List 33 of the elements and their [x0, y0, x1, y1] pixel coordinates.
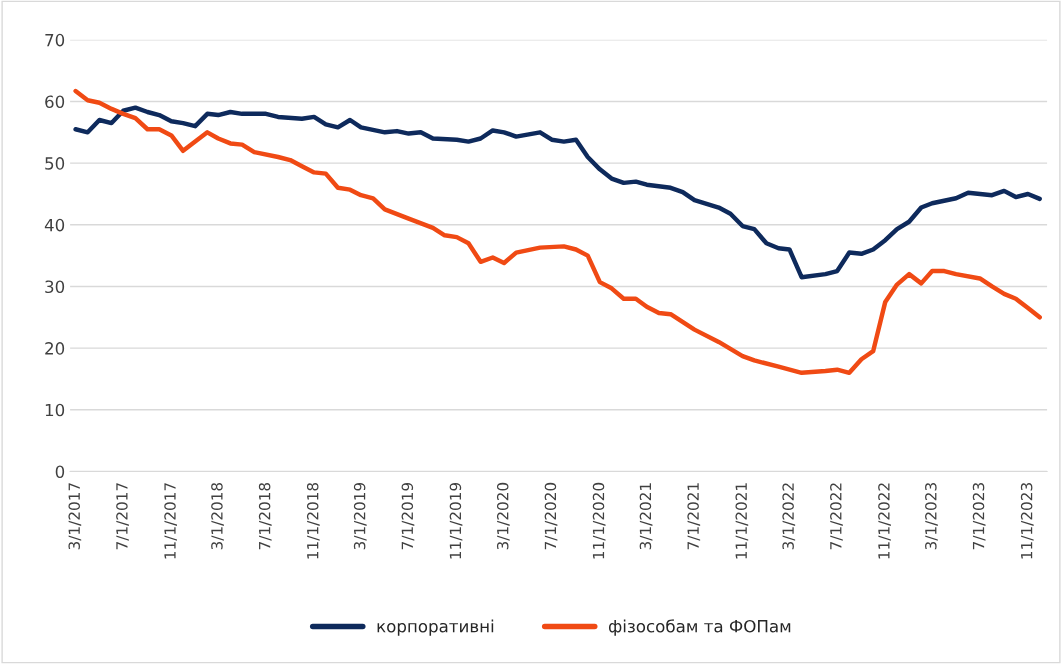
- x-tick-label: 7/1/2020: [544, 482, 558, 550]
- x-tick-label: 7/1/2022: [830, 483, 843, 550]
- y-tick-label: 70: [45, 33, 65, 47]
- x-tick-label: 11/1/2020: [592, 482, 606, 559]
- y-tick-label: 0: [55, 465, 65, 479]
- x-tick-label: 11/1/2023: [1020, 483, 1034, 559]
- x-tick-label: 3/1/2021: [639, 483, 653, 550]
- x-tick-label: 11/1/2018: [306, 482, 320, 559]
- y-tick-label: 20: [45, 342, 65, 355]
- y-tick-label: 50: [45, 157, 65, 170]
- x-tick-label: 11/1/2022: [878, 483, 891, 559]
- x-tick-label: 11/1/2019: [449, 482, 463, 559]
- legend-label: корпоративні: [377, 619, 494, 636]
- x-tick-label: 3/1/2018: [211, 482, 224, 550]
- x-tick-label: 7/1/2021: [687, 483, 701, 550]
- y-tick-label: 40: [44, 218, 65, 232]
- x-tick-label: 3/1/2019: [353, 482, 367, 550]
- x-tick-label: 3/1/2020: [496, 482, 510, 550]
- x-tick-label: 3/1/2017: [68, 483, 82, 550]
- x-tick-label: 3/1/2022: [782, 483, 796, 550]
- line-series: [73, 105, 1042, 280]
- x-tick-label: 7/1/2017: [116, 483, 129, 550]
- line-series: [73, 88, 1042, 376]
- x-tick-label: 11/1/2021: [735, 483, 749, 559]
- x-tick-label: 7/1/2018: [258, 482, 272, 550]
- y-tick-label: 60: [45, 95, 65, 109]
- x-tick-label: 11/1/2017: [164, 483, 177, 559]
- y-tick-label: 10: [45, 403, 65, 417]
- x-tick-label: 7/1/2023: [972, 483, 986, 550]
- legend-label: фізособам та ФОПам: [608, 619, 791, 636]
- x-tick-label: 3/1/2023: [925, 483, 938, 550]
- y-tick-label: 30: [45, 280, 65, 294]
- x-tick-label: 7/1/2019: [401, 482, 415, 550]
